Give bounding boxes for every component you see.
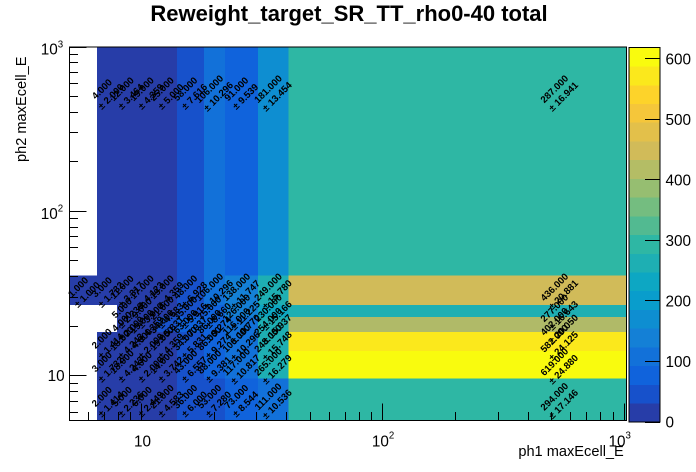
svg-text:10: 10 — [41, 42, 58, 59]
svg-text:Reweight_target_SR_TT_rho0-40: Reweight_target_SR_TT_rho0-40 total — [150, 1, 547, 26]
svg-text:300: 300 — [666, 233, 692, 250]
svg-text:10: 10 — [608, 434, 625, 451]
svg-text:10: 10 — [41, 206, 58, 223]
svg-text:3: 3 — [58, 39, 63, 50]
svg-text:500: 500 — [666, 112, 692, 129]
svg-text:600: 600 — [666, 52, 692, 69]
svg-text:400: 400 — [666, 173, 692, 190]
svg-text:100: 100 — [666, 354, 692, 371]
svg-text:2: 2 — [389, 431, 394, 442]
svg-text:10: 10 — [372, 434, 389, 451]
svg-text:2: 2 — [58, 204, 63, 215]
svg-text:0: 0 — [666, 415, 675, 432]
svg-text:ph2 maxEcell_E: ph2 maxEcell_E — [14, 56, 30, 162]
svg-text:200: 200 — [666, 294, 692, 311]
svg-text:10: 10 — [134, 433, 151, 450]
svg-text:ph1 maxEcell_E: ph1 maxEcell_E — [518, 444, 624, 460]
svg-text:10: 10 — [48, 368, 65, 385]
svg-text:3: 3 — [626, 431, 631, 442]
